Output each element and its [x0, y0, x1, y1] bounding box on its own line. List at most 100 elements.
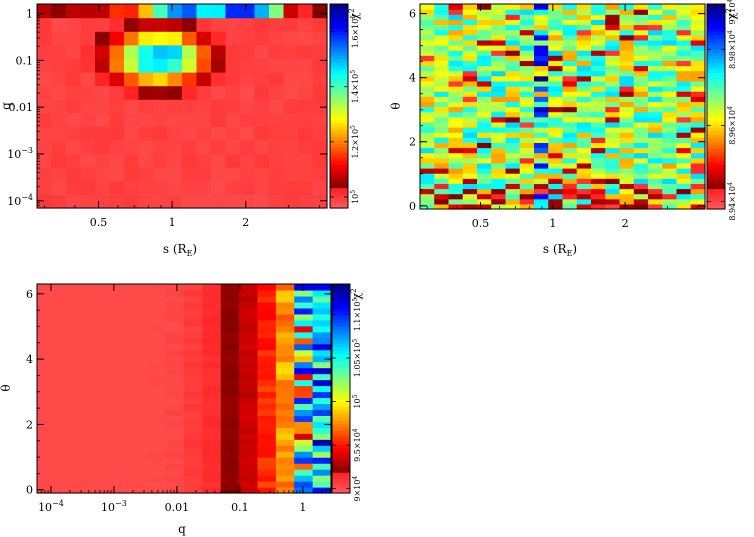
- colorbar-segment: [330, 180, 348, 185]
- heatmap-cell: [254, 126, 270, 141]
- heatmap-cell: [562, 24, 578, 31]
- heatmap-cell: [562, 127, 578, 133]
- heatmap-cell: [548, 173, 564, 179]
- heatmap-cell: [298, 153, 314, 168]
- heatmap-cell: [491, 101, 507, 108]
- y-tick-label: 10−3: [7, 146, 33, 161]
- colorbar-segment: [330, 170, 348, 175]
- heatmap-cell: [92, 343, 112, 351]
- heatmap-cell: [184, 469, 203, 476]
- heatmap-cell: [477, 127, 492, 133]
- heatmap-cell: [254, 180, 270, 195]
- heatmap-cell: [211, 167, 227, 182]
- heatmap-cell: [298, 140, 314, 155]
- colorbar-segment: [332, 391, 350, 397]
- heatmap-cell: [576, 96, 592, 102]
- heatmap-cell: [619, 121, 635, 128]
- heatmap-cell: [55, 445, 75, 452]
- heatmap-cell: [420, 162, 435, 169]
- heatmap-cell: [240, 194, 256, 209]
- heatmap-cell: [202, 427, 222, 434]
- heatmap-cell: [182, 17, 198, 32]
- heatmap-cell: [477, 91, 492, 97]
- x-tick-label: 0.5: [90, 216, 108, 229]
- heatmap-cell: [491, 132, 507, 138]
- heatmap-cell: [633, 75, 649, 82]
- heatmap-cell: [462, 29, 478, 36]
- heatmap-cell: [434, 24, 450, 31]
- heatmap-cell: [619, 127, 635, 133]
- heatmap-cell: [196, 58, 212, 73]
- heatmap-cell: [110, 367, 130, 375]
- heatmap-cell: [633, 50, 649, 56]
- heatmap-cell: [576, 19, 592, 26]
- heatmap-cell: [576, 111, 592, 118]
- heatmap-cell: [92, 391, 112, 399]
- heatmap-cell: [619, 111, 635, 118]
- heatmap-cell: [477, 34, 492, 41]
- heatmap-cell: [662, 9, 678, 15]
- heatmap-cell: [294, 433, 314, 440]
- heatmap-cell: [420, 80, 435, 87]
- heatmap-cell: [633, 111, 649, 118]
- heatmap-cell: [257, 379, 277, 387]
- heatmap-cell: [165, 457, 185, 464]
- heatmap-cell: [37, 343, 56, 351]
- colorbar-segment: [332, 423, 350, 428]
- colorbar-segment: [707, 99, 725, 104]
- heatmap-cell: [165, 451, 185, 458]
- heatmap-cell: [283, 44, 299, 59]
- heatmap-cell: [153, 31, 169, 46]
- heatmap-cell: [257, 355, 277, 363]
- heatmap-cell: [605, 183, 621, 190]
- heatmap-cell: [434, 193, 450, 200]
- heatmap-cell: [505, 45, 521, 51]
- colorbar-segment: [707, 198, 725, 203]
- heatmap-cell: [462, 137, 478, 143]
- heatmap-cell: [37, 469, 56, 476]
- heatmap-cell: [605, 9, 621, 15]
- heatmap-cell: [298, 180, 314, 195]
- heatmap-cell: [462, 45, 478, 51]
- colorbar-segment: [330, 34, 348, 39]
- heatmap-cell: [275, 361, 295, 369]
- heatmap-cell: [55, 289, 75, 297]
- heatmap-cell: [220, 301, 240, 309]
- heatmap-cell: [690, 45, 706, 51]
- heatmap-cell: [519, 29, 535, 36]
- heatmap-cell: [239, 343, 259, 351]
- heatmap-cell: [605, 24, 621, 31]
- heatmap-cell: [505, 70, 521, 77]
- heatmap-cell: [184, 427, 203, 434]
- heatmap-cell: [312, 140, 328, 155]
- heatmap-cell: [312, 385, 332, 393]
- heatmap-cell: [312, 17, 328, 32]
- heatmap-cell: [294, 451, 314, 458]
- colorbar-segment: [332, 468, 350, 473]
- heatmap-cell: [66, 112, 82, 127]
- colorbar-segment: [707, 120, 725, 125]
- heatmap-cell: [534, 137, 549, 143]
- colorbar-segment: [707, 154, 725, 159]
- heatmap-cell: [534, 106, 549, 113]
- heatmap-cell: [257, 349, 277, 357]
- heatmap-cell: [448, 157, 464, 164]
- heatmap-cell: [491, 50, 507, 56]
- heatmap-cell: [676, 60, 692, 67]
- colorbar-frame: [706, 3, 726, 210]
- heatmap-cell: [312, 194, 328, 209]
- heatmap-cell: [80, 44, 96, 59]
- heatmap-cell: [167, 126, 183, 141]
- heatmap-cell: [676, 106, 692, 113]
- heatmap-cell: [73, 349, 93, 357]
- heatmap-cell: [202, 445, 222, 452]
- heatmap-cell: [676, 70, 692, 77]
- heatmap-cell: [128, 391, 148, 399]
- heatmap-cell: [73, 409, 93, 416]
- heatmap-cell: [491, 183, 507, 190]
- heatmap-cell: [37, 180, 53, 195]
- heatmap-cell: [66, 58, 82, 73]
- colorbar-segment: [707, 164, 725, 169]
- heatmap-cell: [165, 397, 185, 405]
- heatmap-cell: [37, 397, 56, 405]
